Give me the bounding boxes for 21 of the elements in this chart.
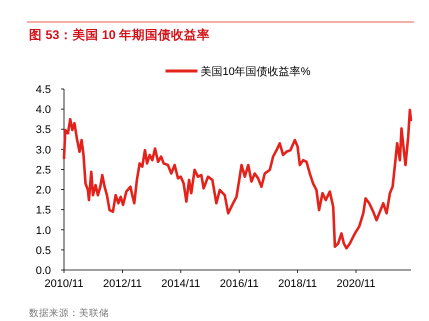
y-tick-label: 0.5: [36, 244, 51, 257]
x-tick-label: 2018/11: [278, 278, 318, 290]
x-tick-label: 2012/11: [102, 278, 142, 290]
y-tick-label: 0.0: [36, 265, 51, 277]
chart-title: 图 53：美国 10 年期国债收益率: [29, 27, 210, 42]
y-tick-label: 4.0: [36, 104, 51, 116]
y-tick-label: 3.5: [36, 124, 51, 136]
x-tick-label: 2020/11: [336, 278, 376, 290]
y-tick-label: 1.0: [36, 224, 51, 237]
x-tick-label: 2016/11: [220, 278, 259, 290]
x-tick-label: 2014/11: [161, 278, 200, 290]
legend-label: 美国10年国债收益率%: [200, 65, 311, 78]
legend: 美国10年国债收益率%: [166, 66, 311, 78]
source-note: 数据来源：美联储: [29, 307, 109, 319]
y-tick-label: 2.5: [36, 164, 51, 176]
y-tick-label: 2.0: [36, 184, 51, 197]
x-tick-label: 2010/11: [44, 278, 84, 290]
y-tick-label: 1.5: [36, 204, 51, 217]
line-series: [62, 108, 412, 250]
y-tick-label: 4.5: [36, 84, 51, 96]
y-tick-label: 3.0: [36, 144, 51, 156]
